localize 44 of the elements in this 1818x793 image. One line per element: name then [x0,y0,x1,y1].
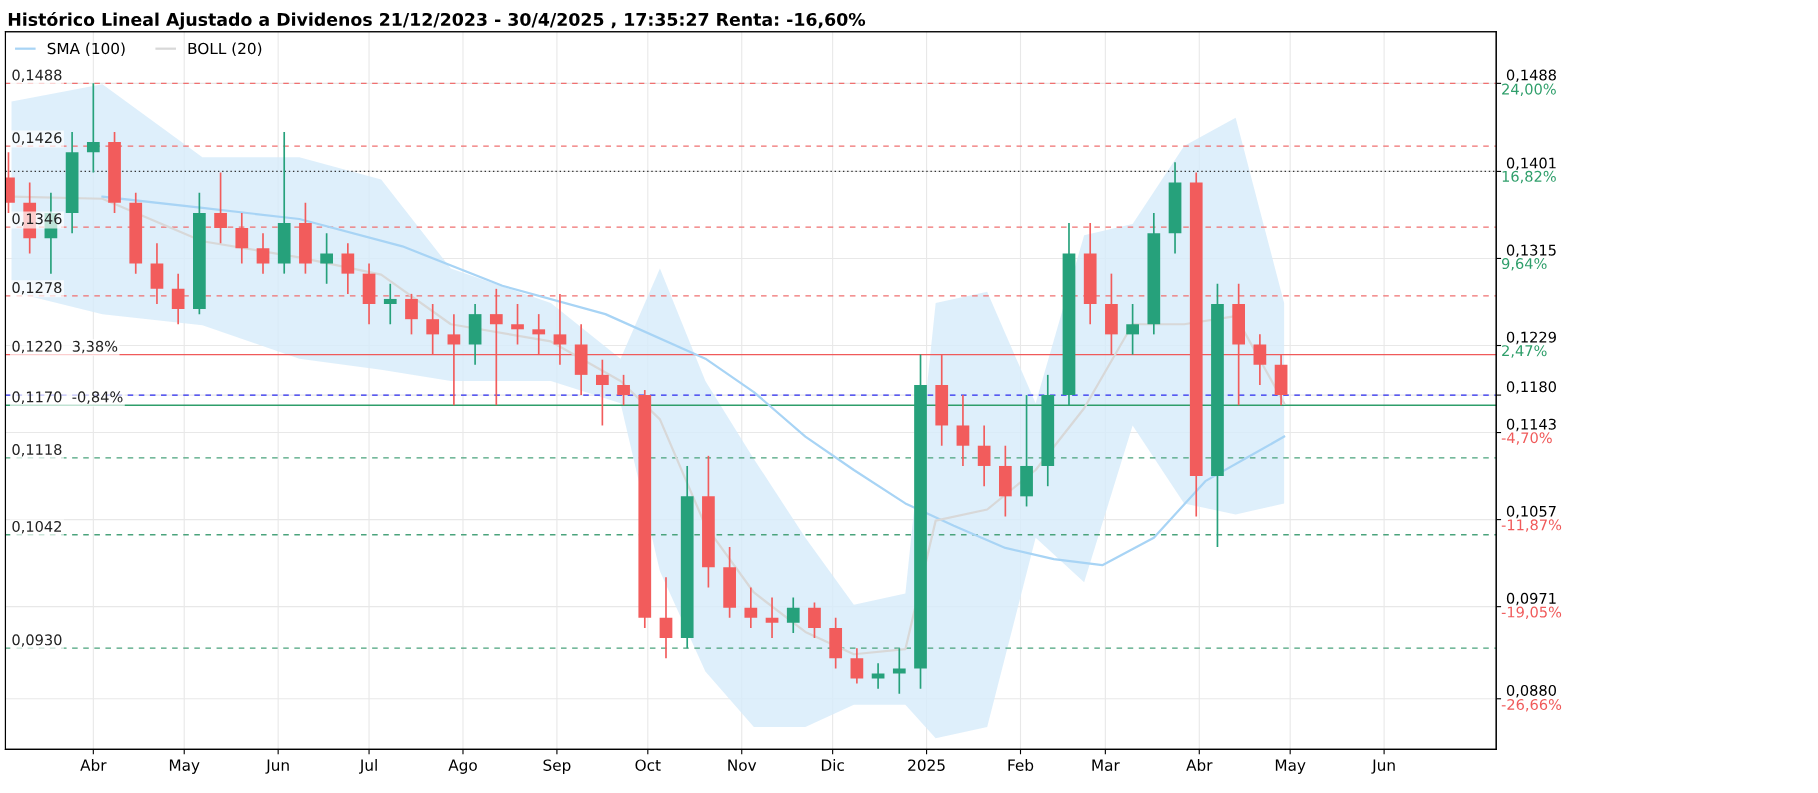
x-tick-label: Mar [1092,759,1120,771]
x-tick-label: Abr [80,759,107,771]
y2-tick-label: 24,00% [1502,83,1556,97]
y2-tick-label: 16,82% [1502,170,1556,184]
y-tick-label: 0,1401 [1506,157,1556,171]
chart-title: Histórico Lineal Ajustado a Dividenos 21/12/2023 - 30/4/2025 , 17:35:27 Renta: -16,60% [8,11,866,30]
x-tick-label: Oct [635,759,661,771]
y-tick-label: 0,1488 [1506,69,1556,83]
x-tick-label: Jun [1371,759,1395,774]
x-tick-label: Ago [448,759,477,774]
ref-line-label: 0,1426 [12,132,62,145]
ref-line-label: 0,1346 [12,213,62,226]
y-tick-label: 0,1057 [1506,505,1556,519]
y2-tick-label: 2,47% [1502,345,1547,358]
x-tick-label: May [169,759,200,774]
ref-line-label: 0,1220 3,38% [12,340,118,354]
ref-line-label: 0,1042 [12,520,61,534]
ref-line-label: 0,1278 [12,282,62,295]
y-tick-label: 0,0880 [1506,684,1556,698]
y-tick-label: 0,1143 [1506,418,1556,432]
ref-line-label: 0,1118 [12,444,62,457]
y-tick-label: 0,1315 [1506,244,1556,258]
y-tick-label: 0,1229 [1506,331,1556,345]
x-tick-label: Sep [543,759,571,774]
legend-label: SMA (100) [47,42,125,57]
x-tick-label: Jun [265,759,289,774]
x-tick-label: 2025 [908,759,945,771]
y2-tick-label: 9,64% [1501,258,1547,271]
y-tick-label: 0,0971 [1506,592,1556,606]
y2-tick-label: -26,66% [1501,698,1562,712]
x-tick-label: Abr [1186,759,1213,771]
y-tick-label: 0,1180 [1506,381,1556,394]
ref-line-label: 0,0930 [12,634,62,647]
x-tick-label: Dic [821,759,844,771]
y2-tick-label: -19,05% [1501,606,1562,620]
legend-label: BOLL (20) [188,42,262,57]
x-tick-label: Jul [359,759,377,774]
x-tick-label: Nov [728,759,757,771]
ref-line-label: 0,1170 -0,84% [12,391,123,404]
x-tick-label: Feb [1008,759,1034,771]
ref-line-label: 0,1488 [12,69,62,83]
x-tick-label: May [1275,759,1306,774]
y2-tick-label: -4,70% [1501,432,1552,445]
y2-tick-label: -11,87% [1501,519,1562,532]
